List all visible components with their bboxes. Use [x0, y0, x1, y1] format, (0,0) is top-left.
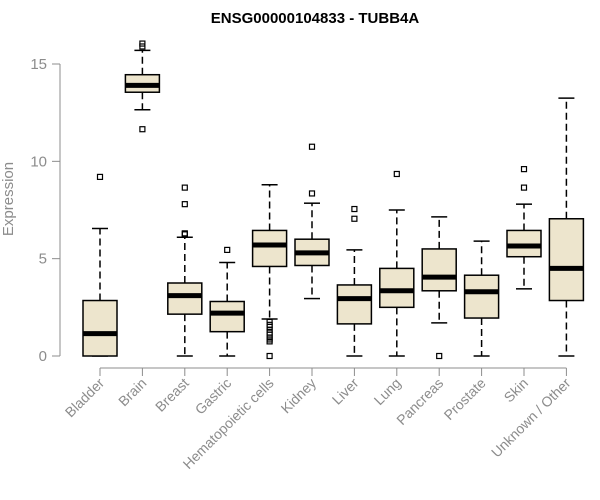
outlier-point: [520, 166, 528, 173]
y-tick-label: 5: [39, 251, 47, 268]
outlier-point: [181, 201, 188, 208]
outlier-point: [351, 215, 358, 222]
outlier-point: [181, 230, 188, 237]
outlier-point: [224, 246, 231, 254]
box-iqr: [251, 229, 288, 268]
box-brain: [124, 40, 161, 133]
box-iqr: [167, 282, 203, 315]
outlier-point: [308, 143, 316, 150]
box-gastric: [209, 246, 245, 357]
box-iqr: [82, 299, 118, 357]
x-tick-label: Kidney: [278, 375, 320, 417]
outlier-point: [520, 184, 528, 191]
x-tick-label: Brain: [115, 375, 149, 409]
box-iqr: [463, 274, 500, 319]
box-iqr: [336, 284, 373, 325]
box-prostate: [463, 240, 500, 357]
chart-title: ENSG00000104833 - TUBB4A: [211, 10, 420, 27]
box-group: [82, 40, 585, 360]
x-tick-label: Breast: [152, 375, 192, 415]
y-tick-label: 10: [30, 153, 47, 170]
outlier-point: [139, 40, 146, 47]
outlier-point: [308, 190, 316, 197]
y-axis-label: Expression: [0, 162, 17, 236]
outlier-point: [181, 184, 188, 191]
box-skin: [506, 166, 542, 290]
box-kidney: [294, 143, 330, 300]
outlier-point: [139, 126, 146, 133]
outlier-point: [351, 205, 358, 213]
x-tick-label: Unknown / Other: [488, 375, 574, 461]
x-tick-label: Pancreas: [393, 375, 446, 428]
x-tick-label: Skin: [501, 375, 532, 406]
x-tick-label: Liver: [329, 375, 362, 408]
box-unknown-other: [548, 97, 585, 357]
box-liver: [336, 205, 373, 357]
box-breast: [167, 184, 203, 357]
y-tick-label: 15: [30, 56, 47, 73]
x-tick-label: Bladder: [62, 375, 108, 421]
box-iqr: [548, 218, 585, 302]
box-bladder: [82, 173, 118, 357]
box-hematopoietic-cells: [251, 183, 288, 360]
box-iqr: [209, 300, 245, 333]
outlier-point: [393, 170, 400, 178]
outlier-point: [266, 352, 273, 360]
box-iqr: [379, 267, 415, 309]
x-tick-label: Lung: [371, 375, 404, 408]
outlier-point: [436, 352, 443, 360]
box-iqr: [421, 248, 457, 292]
y-axis: 0 5 10 15: [30, 56, 61, 365]
outlier-point: [96, 173, 104, 181]
box-lung: [379, 170, 415, 357]
x-tick-label: Prostate: [441, 375, 489, 423]
box-pancreas: [421, 216, 457, 360]
y-tick-label: 0: [39, 348, 47, 365]
outlier-point: [266, 338, 273, 345]
